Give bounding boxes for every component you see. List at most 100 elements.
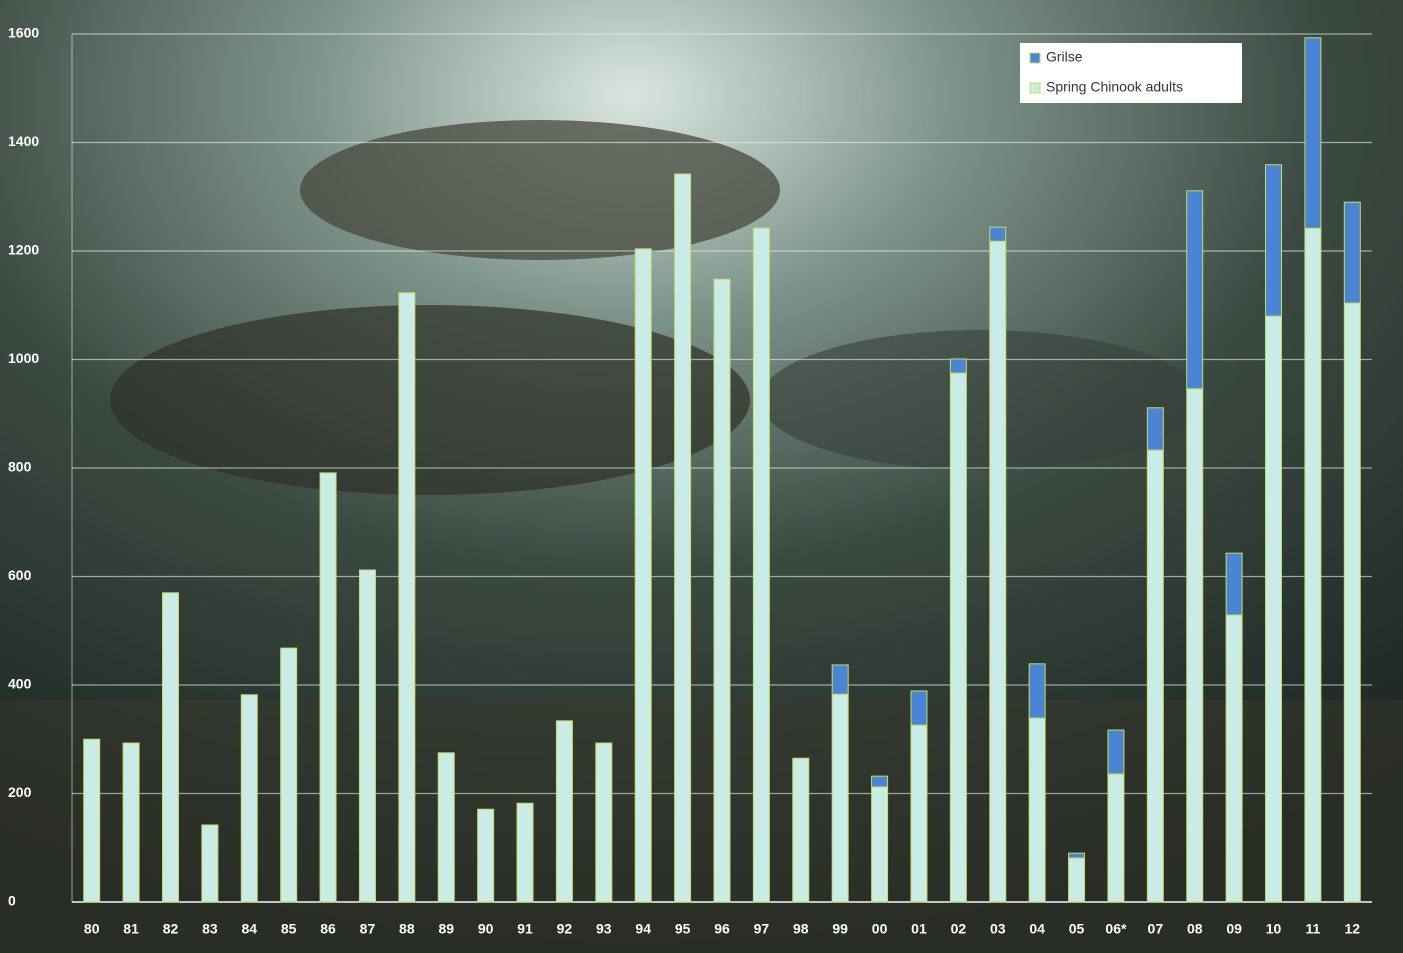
bar-segment (831, 664, 849, 695)
bar-segment (871, 786, 889, 903)
legend: Grilse Spring Chinook adults (1020, 43, 1242, 103)
bar-segment (1265, 164, 1283, 317)
bar-segment (398, 292, 416, 903)
bar-segment (1304, 227, 1322, 903)
bar-segment (989, 240, 1007, 903)
x-tick-label: 91 (517, 921, 533, 937)
y-tick-label: 1000 (8, 350, 39, 366)
x-tick-label: 84 (241, 921, 257, 937)
bar-segment (949, 372, 967, 903)
x-tick-label: 12 (1345, 921, 1361, 937)
bar-segment (1186, 388, 1204, 903)
bar-segment (1304, 37, 1322, 229)
x-tick-label: 86 (320, 921, 336, 937)
x-tick-label: 09 (1226, 921, 1242, 937)
bar-segment (949, 358, 967, 374)
bar-segment (201, 824, 219, 903)
x-tick-label: 83 (202, 921, 218, 937)
legend-swatch (1029, 82, 1041, 94)
bar-segment (1028, 717, 1046, 903)
bar-segment (1068, 852, 1086, 859)
y-tick-label: 1600 (8, 25, 39, 41)
bar-segment (1265, 315, 1283, 903)
x-tick-label: 10 (1266, 921, 1282, 937)
y-tick-label: 800 (8, 459, 32, 475)
bar-segment (1107, 773, 1125, 903)
fish-shape (300, 120, 780, 260)
legend-swatch (1029, 52, 1041, 64)
bar-segment (1028, 663, 1046, 719)
bar-segment (595, 742, 613, 903)
bar-segment (516, 802, 534, 903)
bar-segment (1146, 407, 1164, 451)
bar-segment (122, 742, 140, 903)
y-tick-label: 400 (8, 676, 32, 692)
legend-label: Grilse (1046, 49, 1083, 65)
x-tick-label: 90 (478, 921, 494, 937)
bar-segment (871, 775, 889, 788)
x-tick-label: 03 (990, 921, 1006, 937)
y-tick-label: 1400 (8, 133, 39, 149)
y-tick-label: 1200 (8, 242, 39, 258)
bar-segment (752, 227, 770, 903)
bar-segment (1343, 201, 1361, 304)
bar-segment (477, 808, 495, 903)
bar-segment (1146, 449, 1164, 903)
x-tick-label: 08 (1187, 921, 1203, 937)
x-tick-label: 87 (360, 921, 376, 937)
x-tick-label: 94 (635, 921, 651, 937)
x-tick-label: 01 (911, 921, 927, 937)
bar-segment (83, 738, 101, 903)
x-tick-label: 89 (438, 921, 454, 937)
bar-segment (437, 752, 455, 903)
x-tick-label: 81 (123, 921, 139, 937)
bar-segment (161, 592, 179, 903)
x-tick-label: 00 (872, 921, 888, 937)
bar-segment (319, 472, 337, 903)
bar-segment (831, 693, 849, 903)
x-tick-label: 99 (832, 921, 848, 937)
bar-segment (910, 690, 928, 726)
bar-segment (555, 720, 573, 903)
x-tick-label: 96 (714, 921, 730, 937)
x-tick-label: 92 (557, 921, 573, 937)
bar-segment (634, 248, 652, 903)
legend-label: Spring Chinook adults (1046, 79, 1183, 95)
x-tick-label: 02 (951, 921, 967, 937)
x-tick-label: 11 (1306, 921, 1321, 937)
x-tick-label: 82 (163, 921, 179, 937)
y-tick-label: 0 (8, 893, 16, 909)
y-tick-label: 600 (8, 567, 32, 583)
y-tick-label: 200 (8, 784, 32, 800)
x-tick-label: 07 (1148, 921, 1164, 937)
x-tick-label: 80 (84, 921, 100, 937)
bar-segment (792, 757, 810, 903)
bar-segment (280, 647, 298, 903)
x-tick-label: 93 (596, 921, 612, 937)
x-tick-label: 06* (1105, 921, 1127, 937)
bar-segment (1343, 302, 1361, 903)
bar-segment (910, 724, 928, 903)
bar-segment (358, 569, 376, 903)
x-tick-label: 04 (1029, 921, 1045, 937)
bar-segment (674, 173, 692, 903)
fish-shape (110, 305, 750, 495)
bar-segment (989, 226, 1007, 242)
x-tick-label: 85 (281, 921, 297, 937)
bar-segment (1107, 729, 1125, 775)
x-tick-label: 98 (793, 921, 809, 937)
riverbed (0, 700, 1403, 953)
bar-segment (713, 278, 731, 903)
x-tick-label: 97 (754, 921, 770, 937)
x-tick-label: 05 (1069, 921, 1085, 937)
x-tick-label: 95 (675, 921, 691, 937)
bar-segment (1186, 190, 1204, 390)
x-tick-label: 88 (399, 921, 415, 937)
bar-segment (240, 694, 258, 903)
bar-segment (1225, 614, 1243, 903)
fish-shape (760, 330, 1200, 470)
bar-segment (1225, 552, 1243, 616)
bar-segment (1068, 857, 1086, 903)
legend-box (1020, 43, 1242, 103)
